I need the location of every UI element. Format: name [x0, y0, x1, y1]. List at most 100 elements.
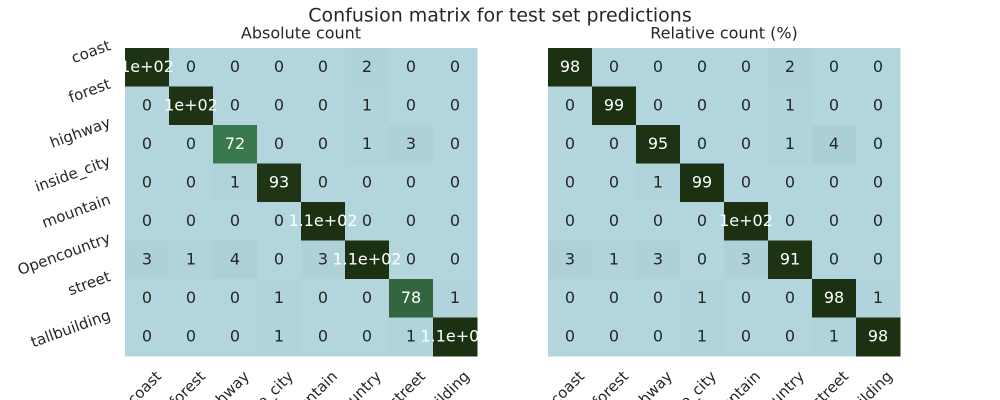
heatmap-cell: [680, 125, 725, 164]
cell-label: 0: [142, 95, 152, 114]
cell-label: 0: [873, 249, 883, 268]
heatmap-cell: [301, 86, 346, 126]
cell-label: 1: [186, 249, 196, 268]
cell-label: 0: [450, 249, 460, 268]
cell-label: 0: [741, 326, 751, 345]
heatmap-cell: [812, 48, 857, 87]
heatmap-cell: [301, 125, 346, 164]
heatmap-cell: [548, 317, 593, 357]
cell-label: 0: [362, 326, 372, 345]
y-tick-label: inside_city: [32, 152, 113, 197]
heatmap-cell: [125, 202, 170, 241]
heatmap-cell: [548, 125, 593, 164]
heatmap-cell: [680, 86, 725, 126]
heatmap-cell: [257, 240, 302, 280]
cell-label: 0: [318, 288, 328, 307]
y-tick-label: highway: [48, 113, 114, 152]
cell-label: 0: [230, 211, 240, 230]
cell-label: 1: [785, 95, 795, 114]
cell-label: 0: [697, 211, 707, 230]
heatmap-cell: [680, 202, 725, 241]
cell-label: 0: [565, 326, 575, 345]
heatmap-cell: [169, 125, 214, 164]
cell-label: 0: [873, 134, 883, 153]
cell-label: 0: [565, 172, 575, 191]
heatmap-cell: [680, 317, 725, 357]
cell-label: 1e+02: [120, 57, 174, 76]
cell-label: 2: [362, 57, 372, 76]
cell-label: 0: [230, 326, 240, 345]
cell-label: 0: [785, 172, 795, 191]
heatmap-cell: [433, 48, 478, 87]
heatmap-cell: [680, 240, 725, 280]
heatmap-cell: [345, 240, 390, 280]
cell-label: 0: [785, 288, 795, 307]
cell-label: 0: [230, 288, 240, 307]
heatmap-cell: [636, 279, 681, 318]
cell-label: 0: [186, 57, 196, 76]
heatmap-cell: [768, 279, 813, 318]
cell-label: 0: [741, 288, 751, 307]
heatmap-cell: [169, 240, 214, 280]
cell-label: 0: [565, 211, 575, 230]
heatmap-cell: [213, 48, 258, 87]
cell-label: 0: [362, 288, 372, 307]
heatmap-cell: [169, 163, 214, 203]
heatmap-cell: [213, 279, 258, 318]
cell-label: 1e+02: [164, 95, 218, 114]
heatmap-cell: [768, 163, 813, 203]
heatmap-cell: [592, 317, 637, 357]
cell-label: 0: [274, 211, 284, 230]
x-tick-label: coast: [547, 367, 588, 400]
cell-label: 0: [873, 95, 883, 114]
cell-label: 72: [225, 134, 245, 153]
heatmap-cell: [856, 163, 901, 203]
heatmap-cell: [257, 317, 302, 357]
cell-label: 0: [186, 326, 196, 345]
heatmap-cell: [592, 279, 637, 318]
cell-label: 1: [362, 134, 372, 153]
heatmap-cell: [433, 86, 478, 126]
heatmap-cell: [812, 163, 857, 203]
heatmap-cell: [345, 48, 390, 87]
heatmap-cell: [812, 240, 857, 280]
cell-label: 0: [829, 95, 839, 114]
cell-label: 0: [450, 211, 460, 230]
heatmap-cell: [724, 202, 769, 241]
cell-label: 4: [829, 134, 839, 153]
heatmap-cell: [768, 240, 813, 280]
cell-label: 1.1e+02: [420, 326, 489, 345]
cell-label: 0: [653, 57, 663, 76]
heatmap-cell: [636, 163, 681, 203]
heatmap-cell: [724, 48, 769, 87]
cell-label: 0: [653, 288, 663, 307]
x-tick-label: street: [808, 367, 852, 400]
cell-label: 0: [609, 172, 619, 191]
cell-label: 1.1e+02: [332, 249, 401, 268]
heatmap-cell: [856, 279, 901, 318]
heatmap-cell: [301, 163, 346, 203]
heatmap-cell: [636, 48, 681, 87]
cell-label: 0: [186, 211, 196, 230]
cell-label: 0: [142, 172, 152, 191]
heatmap-cell: [592, 240, 637, 280]
cell-label: 0: [318, 95, 328, 114]
heatmap-cell: [125, 279, 170, 318]
cell-label: 0: [829, 211, 839, 230]
cell-label: 0: [565, 95, 575, 114]
cell-label: 0: [318, 326, 328, 345]
cell-label: 95: [648, 134, 668, 153]
heatmap-cell: [636, 317, 681, 357]
heatmap-cell: [213, 86, 258, 126]
heatmap-cell: [389, 125, 434, 164]
cell-label: 1: [653, 172, 663, 191]
cell-label: 0: [565, 134, 575, 153]
heatmap-cell: [724, 163, 769, 203]
cell-label: 0: [697, 57, 707, 76]
chart-title: Relative count (%): [650, 24, 798, 43]
heatmap-cell: [548, 86, 593, 126]
heatmap-cell: [768, 317, 813, 357]
cell-label: 0: [406, 211, 416, 230]
heatmap-cell: [548, 240, 593, 280]
